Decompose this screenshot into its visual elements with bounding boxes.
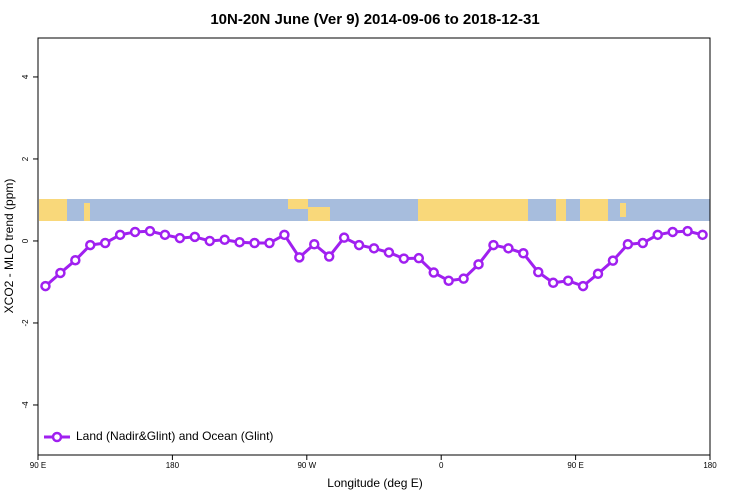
land — [84, 203, 90, 221]
data-point — [368, 243, 380, 254]
data-point — [219, 234, 230, 245]
data-point — [99, 237, 111, 249]
x-axis-label: Longitude (deg E) — [327, 476, 422, 490]
data-point — [637, 237, 649, 249]
data-point — [413, 252, 425, 264]
data-point — [488, 239, 499, 251]
data-point — [309, 238, 320, 250]
x-tick-label: 180 — [166, 461, 180, 470]
data-point — [398, 253, 410, 264]
land — [39, 199, 67, 221]
y-tick-label: -4 — [21, 401, 30, 409]
data-point — [129, 226, 141, 238]
x-tick-label: 90 E — [567, 461, 583, 470]
y-tick-label: 2 — [21, 156, 30, 161]
data-point — [249, 237, 260, 249]
data-point — [144, 225, 156, 237]
data-point — [159, 229, 171, 241]
data-point — [323, 251, 335, 262]
data-point — [682, 225, 693, 237]
land — [580, 199, 608, 221]
data-point — [204, 235, 215, 247]
data-point — [652, 229, 663, 241]
data-point — [547, 277, 559, 289]
plot-frame — [37, 37, 711, 456]
data-point — [70, 254, 81, 266]
data-point — [383, 247, 395, 258]
data-point — [85, 239, 96, 251]
data-point — [264, 237, 275, 249]
data-point — [577, 280, 589, 292]
data-point — [114, 229, 126, 241]
x-tick-label: 90 W — [297, 461, 316, 470]
land — [288, 199, 308, 209]
data-point — [443, 275, 454, 286]
ocean — [39, 199, 710, 221]
data-point — [667, 226, 678, 238]
land — [418, 199, 528, 221]
data-point — [279, 229, 290, 241]
data-point — [40, 280, 51, 292]
data-point — [562, 275, 574, 286]
data-point — [697, 229, 708, 241]
x-tick-label: 180 — [703, 461, 717, 470]
legend-label: Land (Nadir&Glint) and Ocean (Glint) — [76, 429, 273, 443]
y-axis-label: XCO2 - MLO trend (ppm) — [2, 179, 16, 314]
data-point — [518, 248, 529, 259]
data-point — [607, 255, 619, 266]
land — [556, 199, 566, 221]
data-point — [234, 236, 245, 248]
data-point — [428, 267, 439, 278]
y-tick-label: -2 — [21, 319, 30, 327]
data-point — [622, 238, 634, 250]
data-point — [353, 239, 365, 251]
y-tick-label: 0 — [21, 238, 30, 243]
data-point — [189, 231, 201, 243]
data-point — [338, 232, 350, 243]
data-point — [294, 252, 305, 263]
data-point — [174, 232, 186, 244]
y-tick-label: 4 — [21, 74, 30, 79]
data-point — [458, 273, 469, 284]
series-line — [44, 229, 703, 288]
data-point — [503, 243, 514, 254]
land — [620, 203, 626, 217]
land — [308, 207, 330, 221]
data-point — [473, 259, 484, 270]
x-tick-label: 0 — [439, 461, 444, 470]
legend-marker — [51, 431, 63, 443]
map-band — [39, 199, 710, 221]
chart-title: 10N-20N June (Ver 9) 2014-09-06 to 2018-… — [210, 11, 539, 28]
data-point — [533, 266, 544, 278]
data-point — [592, 268, 604, 280]
data-point — [55, 267, 66, 279]
x-tick-label: 90 E — [30, 461, 46, 470]
